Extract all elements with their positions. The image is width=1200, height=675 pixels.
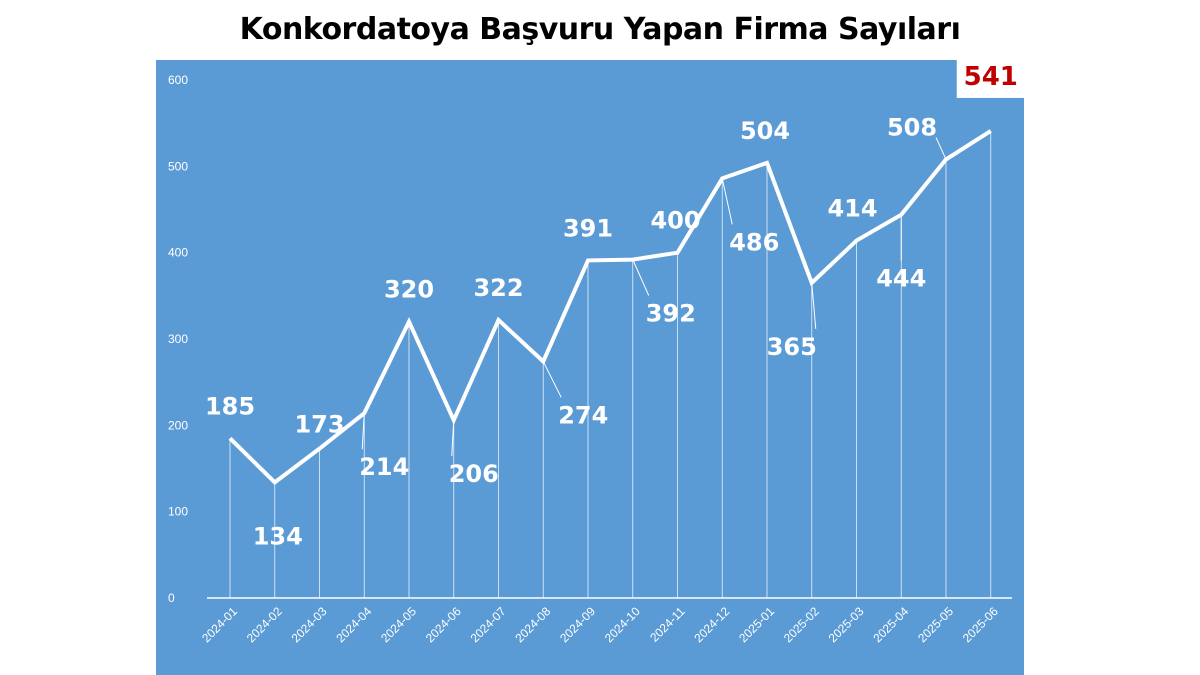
data-label: 274 [558, 401, 608, 429]
label-leader-lines [361, 137, 947, 457]
highlight-data-label: 541 [964, 62, 1018, 92]
data-label: 214 [359, 453, 409, 481]
leader-line [451, 420, 455, 457]
data-label: 322 [473, 274, 523, 302]
chart-title: Konkordatoya Başvuru Yapan Firma Sayılar… [239, 12, 961, 47]
data-label: 504 [740, 117, 790, 145]
y-axis: 0 100 200 300 400 500 600 [168, 73, 188, 605]
data-label: 508 [887, 113, 937, 141]
y-tick-label: 100 [168, 505, 188, 519]
data-label: 414 [827, 195, 877, 223]
y-tick-label: 600 [168, 73, 188, 87]
series-line-path [228, 129, 992, 485]
leader-line [811, 282, 817, 329]
data-label: 400 [650, 207, 700, 235]
series-line [228, 129, 992, 485]
data-label: 206 [449, 460, 499, 488]
data-label: 365 [767, 333, 817, 361]
data-label: 391 [563, 214, 613, 242]
leader-line [632, 259, 650, 296]
data-labels: 185 134 173 214 320 206 322 274 391 392 400 486 504 3… [205, 51, 1025, 550]
data-label: 392 [646, 300, 696, 328]
leader-line [721, 178, 733, 225]
y-tick-label: 200 [168, 418, 188, 432]
data-label: 320 [384, 276, 434, 304]
highlight-label-box [956, 51, 1025, 98]
y-tick-label: 500 [168, 159, 188, 173]
plot-background [156, 60, 1024, 675]
data-label: 134 [253, 522, 303, 550]
leader-line [935, 137, 947, 160]
y-tick-label: 400 [168, 246, 188, 260]
leader-line [542, 361, 562, 398]
data-label: 486 [729, 228, 779, 256]
leader-line [361, 413, 365, 450]
data-label: 173 [294, 411, 344, 439]
y-tick-label: 0 [168, 591, 175, 605]
drop-lines [229, 130, 992, 598]
y-tick-label: 300 [168, 332, 188, 346]
data-label: 444 [876, 265, 926, 293]
data-label: 185 [205, 392, 255, 420]
